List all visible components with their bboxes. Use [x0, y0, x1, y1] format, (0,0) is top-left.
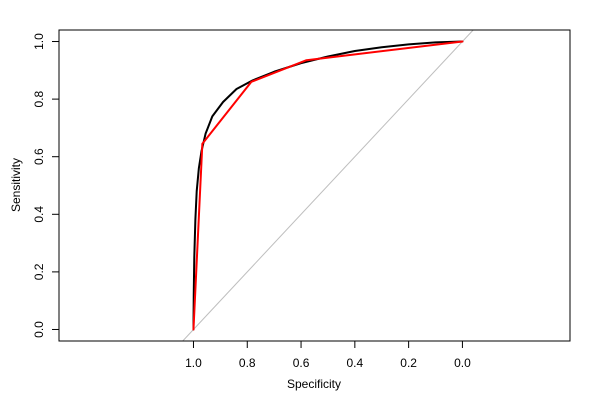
- y-tick-label: 0.0: [32, 321, 46, 338]
- x-tick-label: 1.0: [185, 356, 202, 370]
- series-layer: [192, 40, 464, 331]
- y-tick-label: 0.8: [32, 90, 46, 107]
- reference-layer: [182, 29, 474, 342]
- x-tick-label: 0.0: [454, 356, 471, 370]
- x-tick-label: 0.8: [239, 356, 256, 370]
- x-tick-label: 0.2: [400, 356, 417, 370]
- y-axis-title: Sensitivity: [9, 158, 23, 212]
- y-tick-label: 0.6: [32, 148, 46, 165]
- y-axis: 0.0 0.2 0.4 0.6 0.8 1.0: [32, 33, 60, 338]
- x-tick-label: 0.4: [346, 356, 363, 370]
- plot-frame: [58, 29, 571, 342]
- x-axis: 1.0 0.8 0.6 0.4 0.2 0.0: [185, 340, 471, 370]
- y-tick-label: 0.2: [32, 263, 46, 280]
- x-tick-label: 0.6: [293, 356, 310, 370]
- y-tick-label: 0.4: [32, 206, 46, 223]
- smoothed-roc-curve: [192, 40, 464, 331]
- reference-diagonal-line: [182, 29, 474, 342]
- empirical-roc-curve: [192, 40, 464, 331]
- x-axis-title: Specificity: [287, 377, 341, 391]
- y-tick-label: 1.0: [32, 33, 46, 50]
